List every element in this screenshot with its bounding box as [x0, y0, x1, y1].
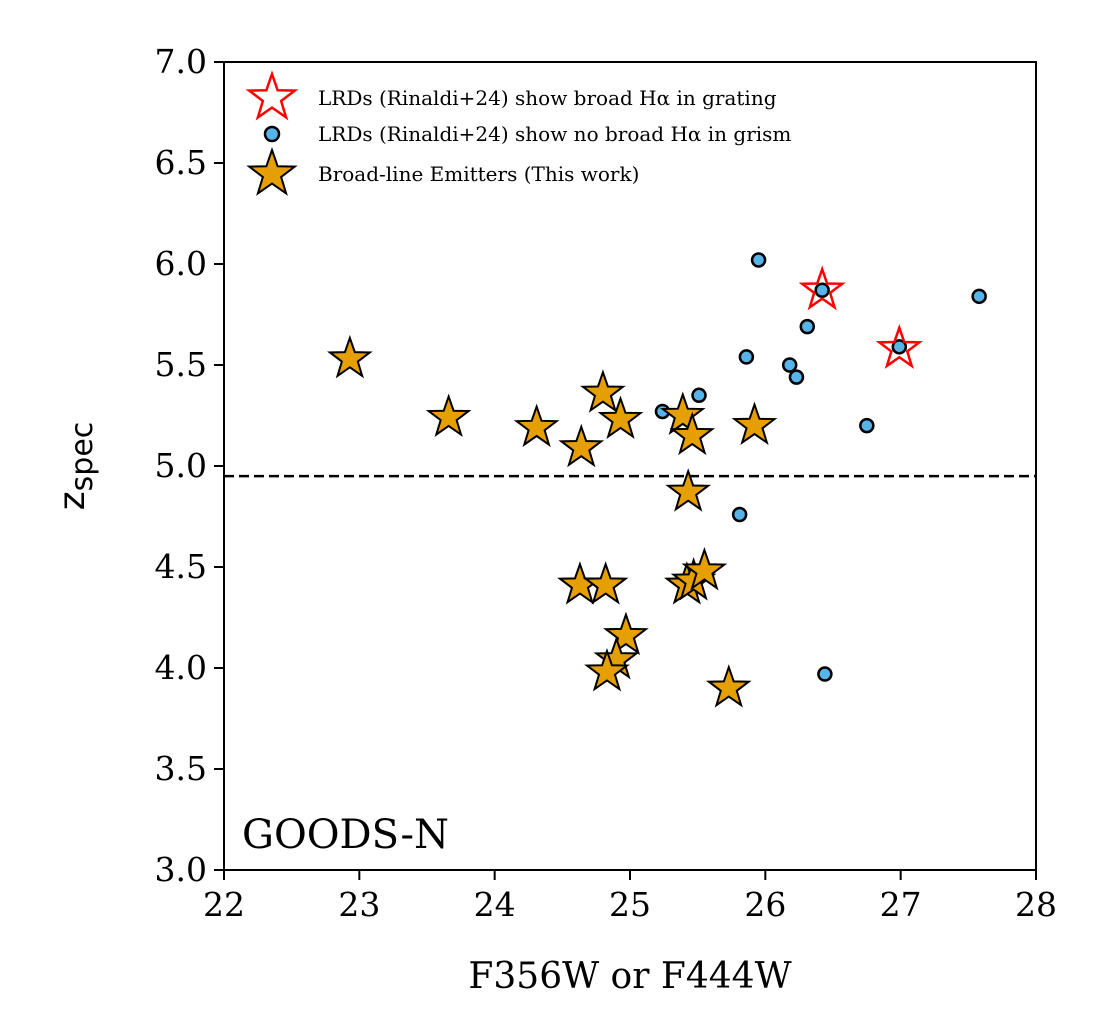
lrd-grism-marker — [859, 417, 875, 434]
broad-line-emitter-marker — [513, 403, 560, 448]
x-tick-label: 28 — [1015, 885, 1057, 924]
field-annotation: GOODS-N — [242, 812, 449, 858]
lrd-grism-marker — [788, 369, 805, 385]
legend-marker — [246, 146, 298, 196]
broad-line-emitter-marker — [582, 561, 629, 605]
legend-label: LRDs (Rinaldi+24) show no broad Hα in gr… — [318, 122, 791, 146]
legend-marker — [263, 125, 281, 143]
lrd-grism-marker — [817, 666, 833, 682]
y-tick-label: 3.0 — [155, 850, 207, 889]
x-tick-label: 25 — [609, 885, 651, 924]
y-tick-label: 5.5 — [155, 345, 207, 384]
y-axis-label: zspec — [52, 422, 100, 511]
broad-line-emitter-marker — [425, 393, 472, 437]
y-tick-label: 6.5 — [155, 143, 207, 182]
lrd-grating-marker — [875, 324, 923, 369]
y-tick-label: 4.0 — [155, 648, 207, 687]
lrd-grism-marker — [799, 318, 816, 335]
lrd-grism-marker — [971, 288, 987, 305]
axis-ticks-layer: 22 23 24 25 26 27 28 3.0 3.5 4.0 4.5 5.0 5.5 6.0 6.5 7.… — [155, 42, 1057, 924]
broad-line-emitter-marker — [580, 369, 626, 413]
y-tick-label: 4.5 — [155, 547, 207, 586]
legend-marker — [245, 70, 299, 121]
legend-label: LRDs (Rinaldi+24) show broad Hα in grati… — [318, 86, 777, 110]
y-axis-label-main: z — [52, 491, 93, 510]
x-tick-label: 22 — [203, 885, 245, 924]
data-points-layer — [326, 252, 987, 708]
broad-line-emitter-marker — [326, 334, 373, 379]
lrd-grism-marker — [891, 339, 908, 355]
lrd-grating-marker — [798, 265, 846, 311]
broad-line-emitter-marker — [659, 391, 706, 435]
lrd-grism-marker — [691, 387, 707, 404]
broad-line-emitter-marker — [731, 401, 778, 446]
legend: LRDs (Rinaldi+24) show broad Hα in grati… — [245, 70, 791, 196]
lrd-grism-marker — [738, 349, 755, 365]
lrd-grism-marker — [731, 506, 748, 523]
legend-entry-broad-line-emitters: Broad-line Emitters (This work) — [246, 146, 639, 196]
broad-line-emitter-marker — [681, 546, 728, 591]
plot-area-background — [224, 62, 1036, 870]
x-axis-label: F356W or F444W — [468, 956, 791, 997]
x-tick-label: 24 — [474, 885, 516, 924]
x-tick-label: 27 — [880, 885, 922, 924]
broad-line-emitter-marker — [669, 411, 716, 456]
lrd-grism-marker — [814, 282, 830, 299]
broad-line-emitter-marker — [597, 395, 644, 439]
y-tick-label: 7.0 — [155, 42, 207, 81]
y-axis-label-subscript: spec — [65, 422, 100, 492]
broad-line-emitter-marker — [705, 664, 752, 708]
x-tick-label: 26 — [744, 885, 786, 924]
y-tick-label: 5.0 — [155, 446, 207, 485]
y-tick-label: 3.5 — [155, 749, 207, 788]
y-tick-label: 6.0 — [155, 244, 207, 283]
broad-line-emitter-marker — [558, 423, 605, 468]
lrd-grism-marker — [781, 357, 798, 373]
x-tick-label: 23 — [338, 885, 380, 924]
broad-line-emitter-marker — [584, 647, 630, 692]
legend-entry-lrd-grating: LRDs (Rinaldi+24) show broad Hα in grati… — [245, 70, 777, 121]
legend-entry-lrd-grism: LRDs (Rinaldi+24) show no broad Hα in gr… — [263, 122, 791, 146]
lrd-grism-marker — [750, 252, 767, 268]
broad-line-emitter-marker — [603, 611, 649, 656]
broad-line-emitter-marker — [665, 468, 712, 512]
legend-label: Broad-line Emitters (This work) — [318, 162, 639, 186]
